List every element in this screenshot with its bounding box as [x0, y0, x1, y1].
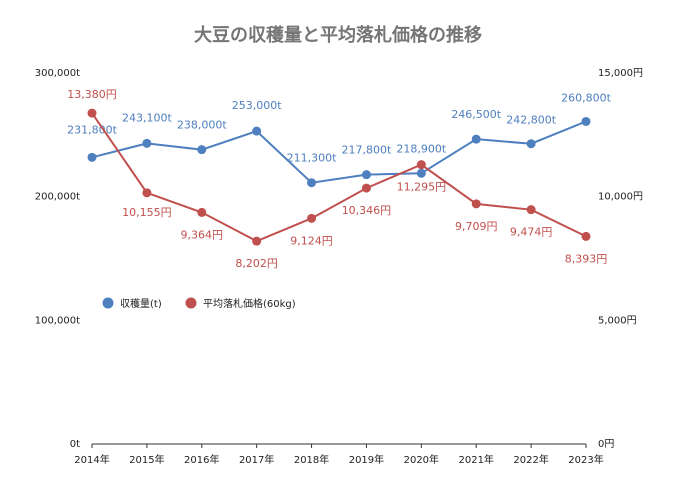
series-1-point: [142, 188, 152, 198]
series-1-point: [581, 231, 591, 241]
series-line-0: [91, 120, 587, 184]
series-0-data-label: 217,800t: [342, 144, 392, 157]
x-tick-label: 2017年: [239, 453, 274, 466]
series-0-data-label: 218,900t: [396, 142, 446, 155]
legend: 収穫量(t) 平均落札価格(60kg): [102, 297, 296, 310]
chart-title: 大豆の収穫量と平均落札価格の推移: [194, 24, 482, 46]
x-tick-label: 2016年: [184, 453, 219, 466]
series-0-data-label: 238,000t: [177, 119, 227, 132]
y-right-tick-label: 10,000円: [598, 192, 643, 203]
series-1-data-label: 9,124円: [290, 234, 333, 247]
x-tick-label: 2021年: [458, 453, 493, 466]
x-tick-label: 2019年: [349, 453, 384, 466]
y-right-tick-label: 0円: [598, 439, 614, 450]
x-tick-label: 2015年: [129, 453, 164, 466]
series-1-point: [197, 207, 207, 217]
series-0-point: [581, 116, 591, 126]
series-0-data-label: 253,000t: [232, 99, 282, 112]
series-0-data-label: 246,500t: [451, 108, 501, 121]
series-1-data-label: 13,380円: [67, 88, 117, 101]
x-tick-label: 2022年: [513, 453, 548, 466]
series-1-data-label: 10,155円: [122, 206, 172, 219]
series-0-point: [416, 168, 426, 178]
series-1-data-label: 9,474円: [510, 226, 553, 239]
x-tick-label: 2020年: [404, 453, 439, 466]
series-0-point: [361, 170, 371, 180]
x-tick-label: 2023年: [568, 453, 603, 466]
series-0-data-label: 242,800t: [506, 114, 556, 127]
series-0-data-label: 260,800t: [561, 91, 611, 104]
series-1-data-label: 10,346円: [342, 204, 392, 217]
y-left-tick-label: 200,000t: [35, 192, 80, 203]
series-1-data-label: 11,295円: [397, 181, 447, 194]
series-0-data-label: 211,300t: [287, 152, 337, 165]
y-right-tick-label: 15,000円: [598, 68, 643, 79]
series-1-data-label: 9,364円: [181, 228, 224, 241]
series-1-data-label: 8,393円: [565, 252, 608, 265]
series-0-point: [526, 139, 536, 149]
legend-marker-1: [185, 297, 197, 309]
x-tick-label: 2014年: [74, 453, 109, 466]
series-0-data-label: 231,800t: [67, 123, 117, 136]
series-1-point: [416, 160, 426, 170]
legend-label-0: 収穫量(t): [120, 298, 162, 310]
series-layer: 231,800t 243,100t 238,000t 253,000t 211,300t…: [67, 88, 611, 270]
series-line-1: [91, 112, 587, 243]
series-1-point: [361, 183, 371, 193]
series-0-point: [142, 138, 152, 148]
series-0-point: [252, 126, 262, 136]
series-1-point: [252, 236, 262, 246]
y-right-tick-label: 5,000円: [598, 315, 637, 326]
series-0-point: [87, 152, 97, 162]
series-1-point: [87, 108, 97, 118]
series-1-point: [471, 199, 481, 209]
series-1-data-label: 9,709円: [455, 220, 498, 233]
series-1-point: [526, 205, 536, 215]
legend-label-1: 平均落札価格(60kg): [203, 297, 296, 310]
y-left-tick-label: 300,000t: [35, 68, 80, 79]
series-0-data-label: 243,100t: [122, 111, 172, 124]
axes: 0t 100,000t 200,000t 300,000t 0円 5,000円 10,000…: [35, 68, 643, 466]
series-0-point: [307, 178, 317, 188]
y-left-tick-label: 0t: [70, 439, 80, 450]
series-1-point: [307, 213, 317, 223]
x-tick-label: 2018年: [294, 453, 329, 466]
series-0-point: [471, 134, 481, 144]
series-1-data-label: 8,202円: [235, 257, 278, 270]
legend-marker-0: [102, 297, 114, 309]
y-left-tick-label: 100,000t: [35, 315, 80, 326]
series-0-point: [197, 145, 207, 155]
